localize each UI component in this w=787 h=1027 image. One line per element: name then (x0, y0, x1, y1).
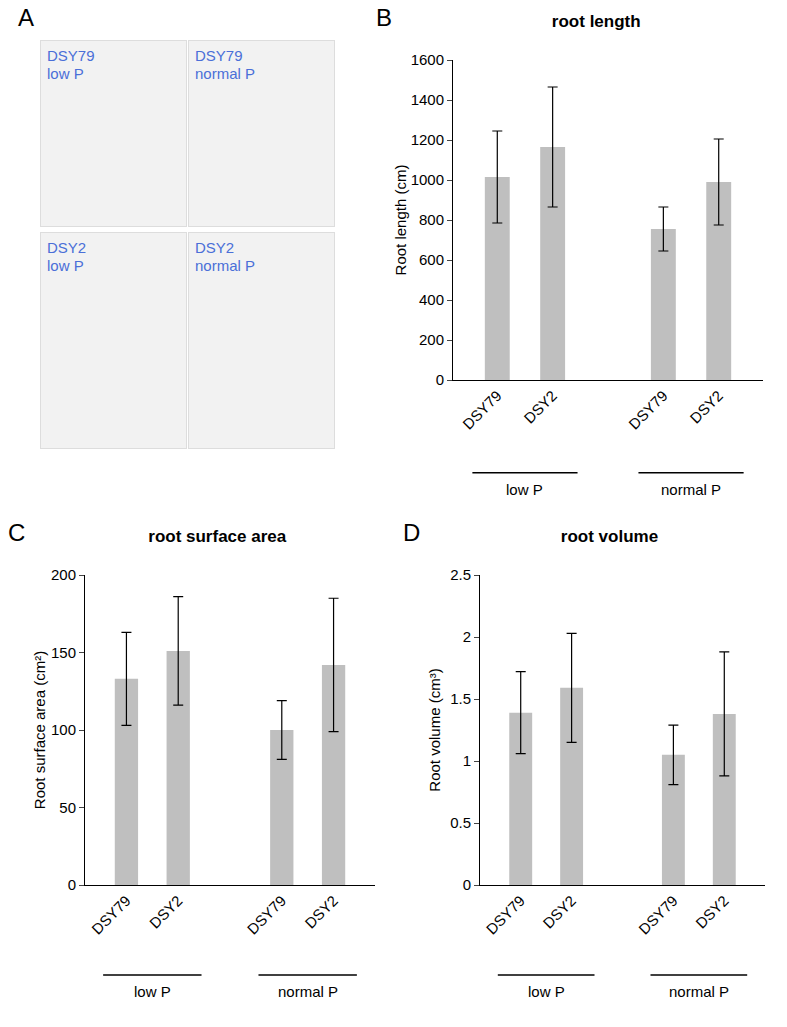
svg-text:normal P: normal P (278, 983, 338, 1000)
svg-text:DSY2: DSY2 (146, 892, 186, 932)
svg-text:0: 0 (436, 371, 444, 388)
html-text:C: C (8, 519, 26, 546)
html-text:low P: low P (47, 257, 84, 274)
svg-text:800: 800 (419, 211, 444, 228)
svg-text:2: 2 (463, 628, 471, 645)
html-text:DSY2: DSY2 (47, 239, 87, 256)
svg-text:150: 150 (51, 644, 76, 661)
svg-text:1600: 1600 (411, 51, 444, 68)
svg-text:DSY79: DSY79 (635, 892, 681, 938)
svg-text:1400: 1400 (411, 91, 444, 108)
svg-text:root length: root length (552, 12, 641, 31)
svg-text:normal P: normal P (661, 481, 721, 498)
html-text:low P: low P (47, 65, 84, 82)
svg-text:600: 600 (419, 251, 444, 268)
html-text:D: D (403, 519, 421, 546)
html-text:DSY79: DSY79 (47, 47, 95, 64)
svg-text:DSY79: DSY79 (88, 892, 134, 938)
svg-text:root volume: root volume (561, 527, 658, 546)
svg-text:low P: low P (506, 481, 543, 498)
svg-text:DSY2: DSY2 (686, 387, 726, 427)
html-text:B: B (376, 4, 392, 31)
svg-text:normal P: normal P (669, 983, 729, 1000)
svg-text:DSY2: DSY2 (301, 892, 341, 932)
svg-text:Root length (cm): Root length (cm) (392, 165, 409, 276)
svg-text:200: 200 (51, 566, 76, 583)
svg-text:400: 400 (419, 291, 444, 308)
svg-text:DSY79: DSY79 (459, 387, 505, 433)
svg-text:0.5: 0.5 (450, 814, 471, 831)
svg-text:DSY79: DSY79 (244, 892, 290, 938)
svg-text:200: 200 (419, 331, 444, 348)
svg-text:100: 100 (51, 721, 76, 738)
svg-text:1.5: 1.5 (450, 690, 471, 707)
svg-text:DSY2: DSY2 (539, 892, 579, 932)
svg-text:2.5: 2.5 (450, 566, 471, 583)
svg-text:1: 1 (463, 752, 471, 769)
svg-text:root surface area: root surface area (148, 527, 286, 546)
svg-text:0: 0 (68, 876, 76, 893)
html-text:A: A (18, 4, 34, 31)
svg-text:0: 0 (463, 876, 471, 893)
svg-text:Root surface area (cm²): Root surface area (cm²) (31, 651, 48, 809)
svg-text:1000: 1000 (411, 171, 444, 188)
svg-text:DSY79: DSY79 (625, 387, 671, 433)
svg-text:DSY2: DSY2 (692, 892, 732, 932)
html-text:DSY2: DSY2 (195, 239, 235, 256)
svg-text:Root volume (cm³): Root volume (cm³) (426, 668, 443, 791)
svg-text:low P: low P (134, 983, 171, 1000)
html-text:DSY79: DSY79 (195, 47, 243, 64)
html-text:normal P: normal P (195, 65, 255, 82)
svg-text:1200: 1200 (411, 131, 444, 148)
svg-text:50: 50 (59, 799, 76, 816)
html-text:normal P: normal P (195, 257, 255, 274)
svg-text:low P: low P (528, 983, 565, 1000)
svg-text:DSY2: DSY2 (520, 387, 560, 427)
svg-text:DSY79: DSY79 (483, 892, 529, 938)
